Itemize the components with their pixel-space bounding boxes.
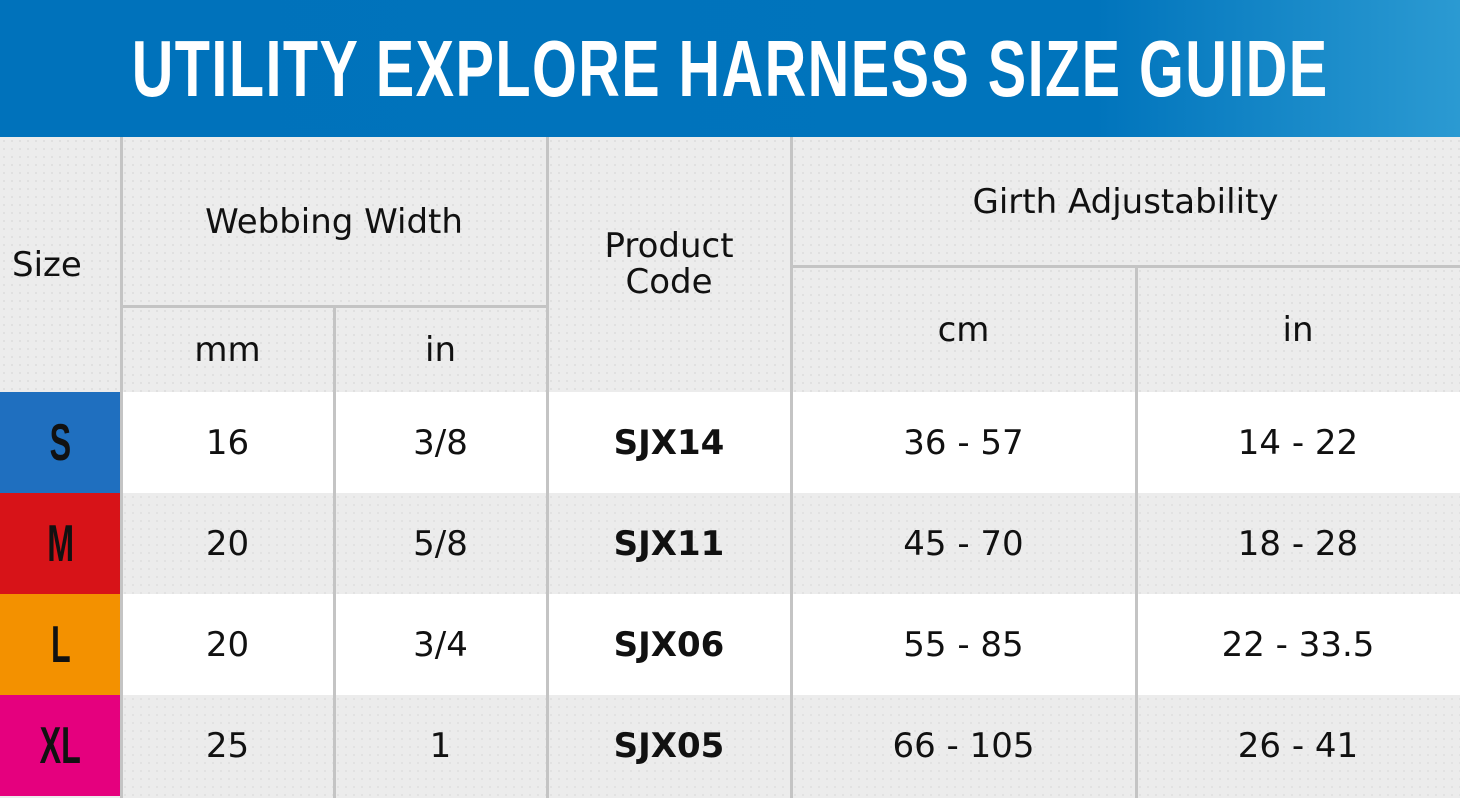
cell-cm: 55 - 85 bbox=[791, 594, 1136, 695]
cell-cm: 45 - 70 bbox=[791, 493, 1136, 594]
cell-in: 5/8 bbox=[334, 493, 547, 594]
cell-mm: 16 bbox=[121, 392, 334, 493]
size-label: XL bbox=[39, 716, 82, 775]
header-in: in bbox=[334, 307, 547, 392]
header-girth-in: in bbox=[1136, 267, 1460, 392]
header-size: Size bbox=[0, 137, 121, 392]
page-title: UTILITY EXPLORE HARNESS SIZE GUIDE bbox=[131, 23, 1329, 113]
title-banner: UTILITY EXPLORE HARNESS SIZE GUIDE bbox=[0, 0, 1460, 137]
divider bbox=[120, 137, 123, 798]
size-label: L bbox=[50, 615, 71, 674]
size-badge-m: M bbox=[0, 493, 121, 594]
header-webbing-width: Webbing Width bbox=[121, 137, 547, 307]
cell-cm: 66 - 105 bbox=[791, 695, 1136, 796]
cell-cm: 36 - 57 bbox=[791, 392, 1136, 493]
cell-mm: 20 bbox=[121, 594, 334, 695]
cell-in: 1 bbox=[334, 695, 547, 796]
cell-code: SJX14 bbox=[547, 392, 791, 493]
cell-girth-in: 18 - 28 bbox=[1136, 493, 1460, 594]
cell-girth-in: 14 - 22 bbox=[1136, 392, 1460, 493]
cell-mm: 20 bbox=[121, 493, 334, 594]
cell-code: SJX06 bbox=[547, 594, 791, 695]
size-label: M bbox=[47, 514, 74, 573]
header-cm: cm bbox=[791, 267, 1136, 392]
header-product-code: Product Code bbox=[547, 137, 791, 392]
divider bbox=[791, 265, 1460, 268]
divider bbox=[790, 137, 793, 798]
divider bbox=[1135, 267, 1138, 798]
divider bbox=[333, 307, 336, 798]
cell-code: SJX05 bbox=[547, 695, 791, 796]
cell-in: 3/8 bbox=[334, 392, 547, 493]
divider bbox=[121, 305, 547, 308]
cell-code: SJX11 bbox=[547, 493, 791, 594]
cell-girth-in: 26 - 41 bbox=[1136, 695, 1460, 796]
header-mm: mm bbox=[121, 307, 334, 392]
size-badge-l: L bbox=[0, 594, 121, 695]
size-label: S bbox=[49, 413, 72, 472]
cell-girth-in: 22 - 33.5 bbox=[1136, 594, 1460, 695]
header-girth-adjustability: Girth Adjustability bbox=[791, 137, 1460, 267]
size-badge-xl: XL bbox=[0, 695, 121, 796]
divider bbox=[546, 137, 549, 798]
size-badge-s: S bbox=[0, 392, 121, 493]
cell-in: 3/4 bbox=[334, 594, 547, 695]
cell-mm: 25 bbox=[121, 695, 334, 796]
